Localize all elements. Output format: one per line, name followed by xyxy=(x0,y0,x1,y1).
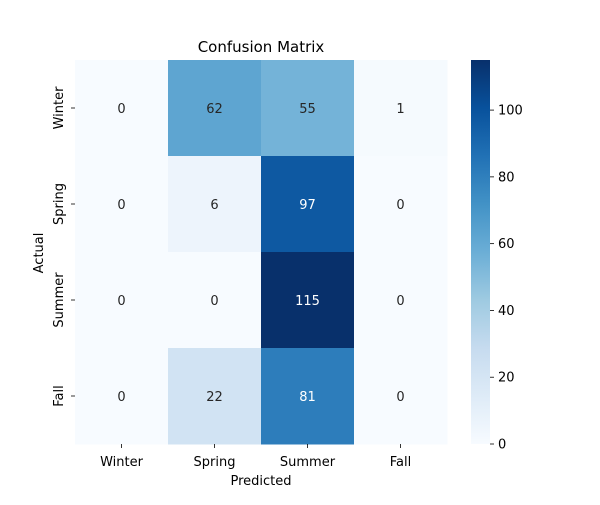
heatmap-cell xyxy=(261,252,355,349)
colorbar-tick-label: 60 xyxy=(498,237,515,252)
y-tick-label: Fall xyxy=(52,385,67,406)
colorbar-ticks: 0 20 40 60 80 100 xyxy=(490,104,523,453)
cell-value-label: 0 xyxy=(117,294,125,309)
cell-value-label: 22 xyxy=(206,390,223,405)
colorbar-gradient xyxy=(471,60,490,444)
cell-value-label: 0 xyxy=(396,390,404,405)
cell-value-label: 115 xyxy=(295,294,320,309)
x-tick-label: Summer xyxy=(280,455,336,470)
heatmap-cell xyxy=(168,60,262,157)
cell-value-label: 0 xyxy=(210,294,218,309)
heatmap-cell xyxy=(75,156,169,253)
cell-value-label: 6 xyxy=(210,198,218,213)
cell-value-label: 0 xyxy=(117,198,125,213)
x-tick-label: Fall xyxy=(390,455,411,470)
cell-value-label: 81 xyxy=(299,390,316,405)
heatmap-cell xyxy=(75,60,169,157)
colorbar-tick-label: 100 xyxy=(498,104,523,119)
colorbar-tick-label: 40 xyxy=(498,304,515,319)
colorbar-tick-label: 0 xyxy=(498,438,506,453)
heatmap-cell xyxy=(261,156,355,253)
heatmap-cell xyxy=(168,348,262,445)
x-axis-label: Predicted xyxy=(230,474,291,489)
cell-value-label: 0 xyxy=(117,390,125,405)
y-tick-label: Winter xyxy=(52,86,67,130)
y-tick-label: Summer xyxy=(52,272,67,328)
heatmap-cell xyxy=(354,60,448,157)
x-tick-labels: Winter Spring Summer Fall xyxy=(100,444,411,470)
cell-value-label: 0 xyxy=(117,102,125,117)
y-tick-label: Spring xyxy=(52,183,67,225)
cell-value-label: 62 xyxy=(206,102,223,117)
heatmap-cell xyxy=(261,348,355,445)
cell-value-label: 0 xyxy=(396,198,404,213)
y-tick-labels: Winter Spring Summer Fall xyxy=(52,86,75,407)
heatmap-cell xyxy=(354,156,448,253)
colorbar: 0 20 40 60 80 100 xyxy=(471,60,523,453)
heatmap-cell xyxy=(75,348,169,445)
colorbar-tick-label: 20 xyxy=(498,371,515,386)
heatmap-cell xyxy=(354,348,448,445)
x-tick-label: Winter xyxy=(100,455,144,470)
heatmap-cell xyxy=(168,156,262,253)
heatmap-cell xyxy=(75,252,169,349)
cell-value-label: 1 xyxy=(396,102,404,117)
heatmap-cells: 0 62 55 1 0 6 97 0 0 0 115 0 0 22 81 0 xyxy=(75,60,448,445)
x-tick-label: Spring xyxy=(194,455,236,470)
cell-value-label: 97 xyxy=(299,198,316,213)
y-axis-label: Actual xyxy=(32,233,47,274)
cell-value-label: 55 xyxy=(299,102,316,117)
heatmap-cell xyxy=(261,60,355,157)
chart-title: Confusion Matrix xyxy=(198,38,325,56)
cell-value-label: 0 xyxy=(396,294,404,309)
heatmap-cell xyxy=(354,252,448,349)
colorbar-tick-label: 80 xyxy=(498,170,515,185)
heatmap-cell xyxy=(168,252,262,349)
